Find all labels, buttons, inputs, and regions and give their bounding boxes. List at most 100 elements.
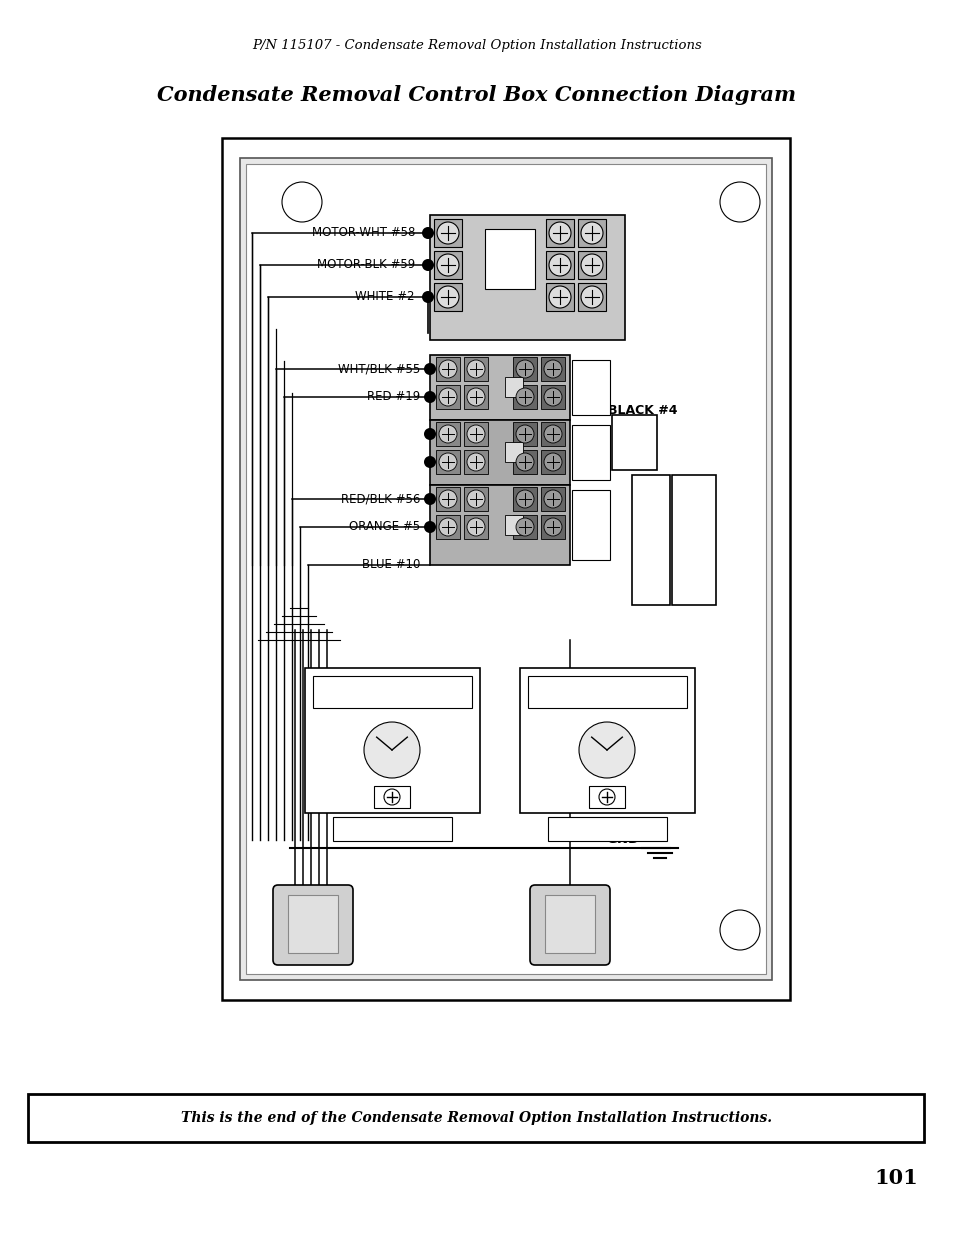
Bar xyxy=(545,251,574,279)
Bar xyxy=(463,515,488,538)
Circle shape xyxy=(548,254,571,275)
Bar xyxy=(572,359,609,415)
Bar xyxy=(545,283,574,311)
Circle shape xyxy=(438,490,456,508)
Bar xyxy=(513,450,537,474)
Bar xyxy=(572,490,609,559)
Circle shape xyxy=(423,429,436,440)
Circle shape xyxy=(543,490,561,508)
Bar xyxy=(240,158,771,981)
Text: MAX: MAX xyxy=(657,776,672,781)
Text: P/N 115107 - Condensate Removal Option Installation Instructions: P/N 115107 - Condensate Removal Option I… xyxy=(252,38,701,52)
Circle shape xyxy=(578,722,635,778)
FancyBboxPatch shape xyxy=(273,885,353,965)
Bar xyxy=(519,668,695,813)
Bar xyxy=(434,219,461,247)
Circle shape xyxy=(543,388,561,406)
Bar xyxy=(246,164,765,974)
Bar xyxy=(436,450,459,474)
Bar xyxy=(540,357,564,382)
Text: BLUE #10: BLUE #10 xyxy=(361,558,419,572)
Text: Condensate Removal Control Box Connection Diagram: Condensate Removal Control Box Connectio… xyxy=(157,85,796,105)
Bar xyxy=(544,895,595,953)
Bar xyxy=(436,422,459,446)
Bar xyxy=(631,475,669,605)
Bar xyxy=(540,487,564,511)
Bar xyxy=(463,450,488,474)
Bar xyxy=(547,818,666,841)
Text: GND: GND xyxy=(606,832,639,846)
Circle shape xyxy=(543,359,561,378)
Circle shape xyxy=(543,453,561,471)
Bar xyxy=(540,515,564,538)
Circle shape xyxy=(467,517,484,536)
Circle shape xyxy=(548,222,571,245)
Circle shape xyxy=(384,789,399,805)
Circle shape xyxy=(548,287,571,308)
Bar xyxy=(540,450,564,474)
Bar xyxy=(545,219,574,247)
Text: RED #19: RED #19 xyxy=(366,390,419,404)
Circle shape xyxy=(438,359,456,378)
Bar xyxy=(578,219,605,247)
Text: MIN: MIN xyxy=(328,776,341,781)
Bar xyxy=(463,422,488,446)
Circle shape xyxy=(438,388,456,406)
Circle shape xyxy=(438,517,456,536)
Circle shape xyxy=(516,490,534,508)
Bar xyxy=(588,785,624,808)
Bar xyxy=(513,385,537,409)
Bar xyxy=(436,385,459,409)
Circle shape xyxy=(467,388,484,406)
Text: BLUE/BLK
#13: BLUE/BLK #13 xyxy=(639,514,661,567)
Bar xyxy=(513,357,537,382)
Bar xyxy=(430,485,569,564)
Circle shape xyxy=(580,254,602,275)
Bar xyxy=(504,515,522,535)
Text: WHITE #2: WHITE #2 xyxy=(355,290,415,304)
Bar xyxy=(463,357,488,382)
Text: MOTOR-WHT #58: MOTOR-WHT #58 xyxy=(312,226,415,240)
Circle shape xyxy=(438,453,456,471)
Circle shape xyxy=(423,521,436,534)
Circle shape xyxy=(282,182,322,222)
Circle shape xyxy=(467,453,484,471)
Circle shape xyxy=(467,359,484,378)
Circle shape xyxy=(421,291,434,303)
Bar xyxy=(434,283,461,311)
Circle shape xyxy=(423,363,436,375)
Text: RED/BLK #56: RED/BLK #56 xyxy=(340,493,419,505)
Bar xyxy=(430,354,569,420)
Text: ◄ INPUT ►: ◄ INPUT ► xyxy=(590,694,622,699)
Text: ORANGE #5: ORANGE #5 xyxy=(349,520,419,534)
Text: ORANGE/BLK
#57: ORANGE/BLK #57 xyxy=(682,504,704,577)
Bar xyxy=(504,377,522,396)
Bar xyxy=(513,422,537,446)
Bar xyxy=(436,357,459,382)
Circle shape xyxy=(423,456,436,468)
Circle shape xyxy=(423,391,436,403)
Bar xyxy=(222,138,789,1000)
Circle shape xyxy=(720,910,760,950)
Text: ◄ LOAD ►: ◄ LOAD ► xyxy=(591,683,621,688)
Text: ◄ INPUT ►: ◄ INPUT ► xyxy=(375,694,408,699)
Bar xyxy=(671,475,716,605)
Bar xyxy=(540,422,564,446)
Bar xyxy=(578,251,605,279)
Circle shape xyxy=(423,493,436,505)
Text: MAX: MAX xyxy=(442,776,457,781)
Circle shape xyxy=(436,287,458,308)
Circle shape xyxy=(516,359,534,378)
Bar xyxy=(288,895,337,953)
Circle shape xyxy=(436,254,458,275)
Bar xyxy=(313,676,472,708)
Bar xyxy=(436,515,459,538)
Bar xyxy=(333,818,452,841)
Bar xyxy=(578,283,605,311)
Circle shape xyxy=(580,287,602,308)
Bar xyxy=(28,1094,923,1142)
Bar xyxy=(305,668,479,813)
Bar xyxy=(463,487,488,511)
Circle shape xyxy=(516,425,534,443)
Bar xyxy=(430,215,624,340)
